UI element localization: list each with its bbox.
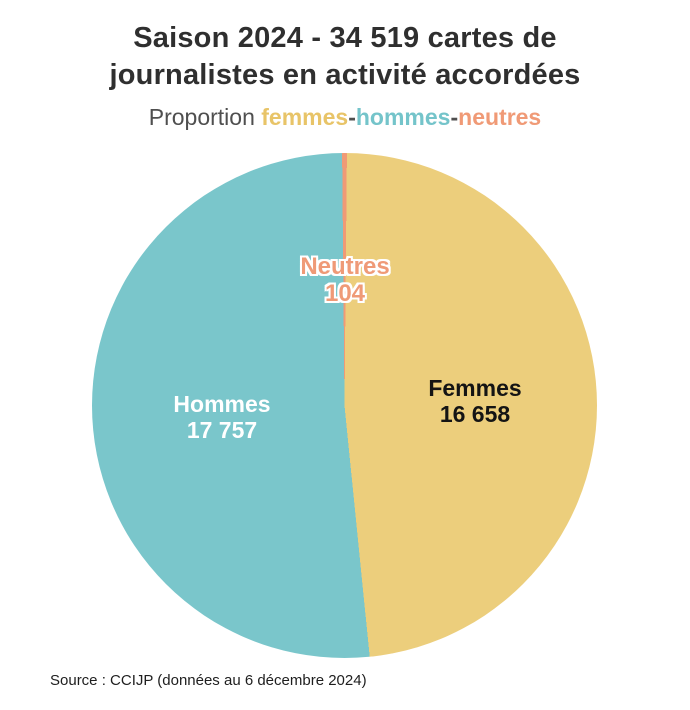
chart-title: Saison 2024 - 34 519 cartes de journalis… bbox=[0, 0, 690, 94]
pie-label-hommes-name: Hommes bbox=[173, 391, 271, 417]
pie-label-femmes-value: 16 658 bbox=[439, 401, 511, 427]
subtitle-prefix: Proportion bbox=[148, 104, 262, 130]
pie-chart-area: Neutres 104 Hommes 17 757 Femmes 16 658 bbox=[92, 153, 597, 658]
subtitle-neutres: neutres bbox=[458, 104, 542, 130]
pie-label-neutres-value: 104 bbox=[324, 280, 366, 307]
pie-label-femmes-name: Femmes bbox=[428, 375, 522, 401]
subtitle-hommes: hommes bbox=[355, 104, 451, 130]
chart-title-line2: journalistes en activité accordées bbox=[109, 59, 581, 91]
pie-label-neutres: Neutres 104 bbox=[300, 253, 389, 307]
subtitle-separator-1: - bbox=[348, 104, 356, 130]
pie-chart bbox=[92, 153, 597, 658]
subtitle-femmes: femmes bbox=[261, 104, 349, 130]
chart-subtitle: Proportion femmes-hommes-neutres bbox=[0, 104, 690, 131]
pie-label-neutres-name: Neutres bbox=[300, 253, 390, 280]
subtitle-separator-2: - bbox=[450, 104, 459, 130]
pie-label-hommes-value: 17 757 bbox=[186, 417, 258, 443]
source-note: Source : CCIJP (données au 6 décembre 20… bbox=[50, 672, 367, 689]
pie-label-femmes: Femmes 16 658 bbox=[428, 375, 521, 427]
pie-label-hommes: Hommes 17 757 bbox=[173, 391, 270, 443]
chart-title-line1: Saison 2024 - 34 519 cartes de bbox=[133, 22, 557, 54]
